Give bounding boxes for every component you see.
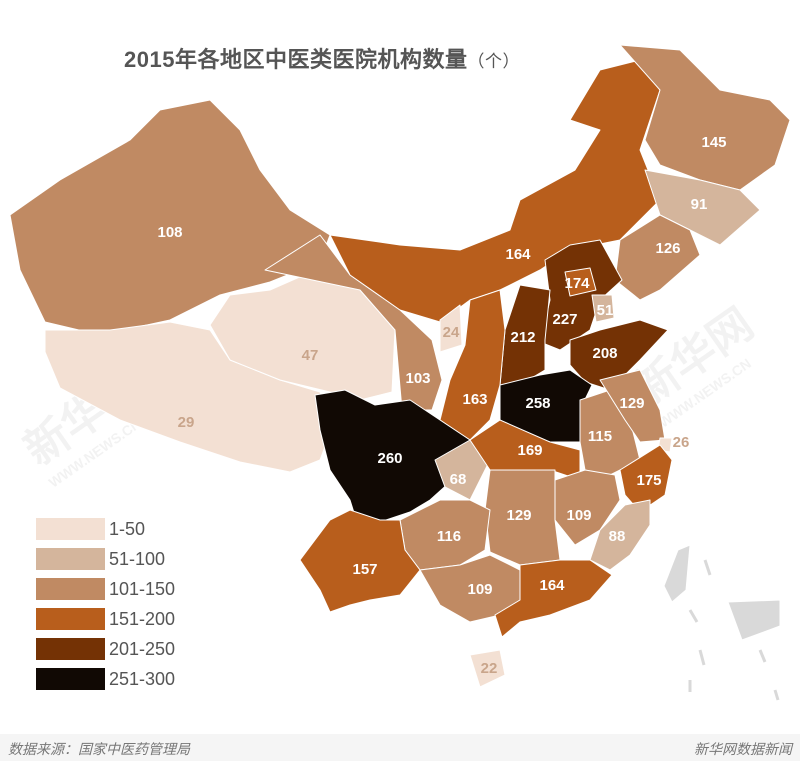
region-value-label: 163 [462, 391, 487, 408]
region-taiwan [663, 544, 691, 603]
region-value-label: 47 [302, 347, 319, 364]
region-value-label: 68 [450, 471, 467, 488]
region [314, 389, 471, 533]
region [564, 267, 597, 297]
region-value-label: 164 [505, 246, 531, 263]
region-south-sea-islands [727, 599, 781, 641]
region [614, 214, 701, 301]
region-value-label: 169 [517, 442, 542, 459]
region-value-label: 51 [597, 302, 614, 319]
region [439, 289, 506, 441]
legend-label: 1-50 [109, 518, 146, 539]
region [589, 499, 651, 571]
region-value-label: 227 [552, 311, 577, 328]
region-value-label: 208 [592, 345, 617, 362]
region-value-label: 108 [157, 224, 182, 241]
region-value-label: 157 [352, 561, 377, 578]
region [619, 44, 791, 191]
legend-label: 251-300 [109, 668, 176, 689]
region-value-label: 109 [467, 581, 492, 598]
region-value-label: 174 [564, 275, 590, 292]
region-value-label: 22 [481, 660, 498, 677]
chart-title: 2015年各地区中医类医院机构数量（个） [124, 47, 520, 72]
region [591, 294, 615, 323]
region-value-label: 258 [525, 395, 550, 412]
legend-label: 51-100 [109, 548, 166, 569]
region-value-label: 212 [510, 329, 535, 346]
legend-item: 51-100 [36, 544, 175, 574]
region-value-label: 116 [437, 528, 461, 545]
region-value-label: 29 [178, 414, 195, 431]
region-value-label: 24 [443, 324, 460, 341]
legend-item: 101-150 [36, 574, 175, 604]
legend-swatch [36, 548, 105, 570]
region-value-label: 126 [655, 240, 680, 257]
legend-swatch [36, 668, 105, 690]
region-value-label: 164 [539, 577, 565, 594]
region [439, 304, 463, 353]
region-value-label: 129 [619, 395, 644, 412]
legend-item: 151-200 [36, 604, 175, 634]
region [569, 319, 669, 391]
legend-item: 1-50 [36, 514, 175, 544]
region-value-label: 175 [636, 472, 661, 489]
nine-dash-line [688, 559, 780, 701]
region [619, 444, 673, 513]
region-value-label: 260 [377, 450, 402, 467]
data-source: 数据来源：国家中医药管理局 [8, 741, 190, 757]
legend-swatch [36, 518, 105, 540]
brand-credit: 新华网数据新闻 [694, 741, 792, 757]
region-value-label: 26 [673, 434, 690, 451]
region-value-label: 145 [701, 134, 726, 151]
legend-item: 201-250 [36, 634, 175, 664]
region [264, 234, 443, 411]
footer: 数据来源：国家中医药管理局 新华网数据新闻 [0, 734, 800, 761]
legend-label: 101-150 [109, 578, 176, 599]
region-value-label: 129 [506, 507, 531, 524]
region-value-label: 115 [588, 428, 612, 445]
region-value-label: 88 [609, 528, 626, 545]
legend-swatch [36, 638, 105, 660]
region-value-label: 91 [691, 196, 708, 213]
region [554, 469, 621, 546]
legend-label: 151-200 [109, 608, 176, 629]
region [434, 439, 491, 501]
region [494, 559, 613, 638]
legend-label: 201-250 [109, 638, 176, 659]
region [469, 649, 506, 688]
region-value-label: 109 [566, 507, 591, 524]
region [209, 267, 396, 401]
legend-swatch [36, 608, 105, 630]
legend-swatch [36, 578, 105, 600]
legend-item: 251-300 [36, 664, 175, 694]
legend: 1-50 51-100 101-150 151-200 201-250 251-… [36, 514, 175, 694]
region-value-label: 103 [405, 370, 430, 387]
